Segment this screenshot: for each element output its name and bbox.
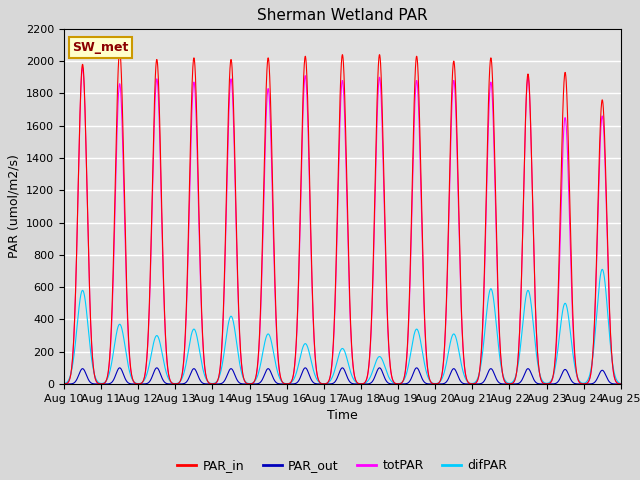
Line: PAR_out: PAR_out bbox=[64, 368, 621, 384]
totPAR bbox=[274, 351, 282, 357]
difPAR bbox=[124, 359, 131, 365]
PAR_out bbox=[606, 380, 614, 385]
PAR_out bbox=[157, 372, 164, 378]
totPAR bbox=[606, 323, 614, 329]
difPAR bbox=[298, 348, 305, 354]
totPAR bbox=[124, 321, 132, 327]
difPAR bbox=[606, 340, 614, 346]
PAR_out bbox=[274, 381, 282, 386]
difPAR bbox=[357, 381, 365, 386]
difPAR bbox=[60, 381, 68, 386]
difPAR bbox=[546, 379, 554, 385]
PAR_in bbox=[606, 320, 614, 325]
PAR_in bbox=[157, 161, 164, 167]
difPAR bbox=[598, 266, 606, 272]
PAR_in bbox=[274, 348, 282, 354]
PAR_out bbox=[617, 381, 625, 387]
difPAR bbox=[274, 369, 282, 375]
totPAR bbox=[546, 380, 554, 386]
totPAR bbox=[617, 381, 625, 387]
PAR_out bbox=[60, 381, 68, 387]
totPAR bbox=[157, 174, 164, 180]
Title: Sherman Wetland PAR: Sherman Wetland PAR bbox=[257, 9, 428, 24]
Legend: PAR_in, PAR_out, totPAR, difPAR: PAR_in, PAR_out, totPAR, difPAR bbox=[172, 454, 513, 477]
Line: difPAR: difPAR bbox=[64, 269, 621, 384]
Y-axis label: PAR (umol/m2/s): PAR (umol/m2/s) bbox=[8, 155, 20, 258]
difPAR bbox=[617, 381, 625, 386]
PAR_out bbox=[546, 381, 554, 387]
Line: PAR_in: PAR_in bbox=[64, 51, 621, 384]
Line: totPAR: totPAR bbox=[64, 68, 621, 384]
PAR_in bbox=[124, 315, 132, 321]
PAR_in bbox=[60, 381, 68, 387]
PAR_in bbox=[546, 380, 554, 386]
PAR_in bbox=[298, 138, 306, 144]
PAR_out bbox=[298, 371, 306, 376]
difPAR bbox=[157, 343, 164, 348]
PAR_out bbox=[116, 365, 124, 371]
X-axis label: Time: Time bbox=[327, 409, 358, 422]
Text: SW_met: SW_met bbox=[72, 41, 129, 54]
totPAR bbox=[298, 153, 306, 158]
totPAR bbox=[60, 381, 68, 387]
PAR_out bbox=[124, 380, 132, 385]
PAR_in bbox=[617, 381, 625, 387]
PAR_in bbox=[116, 48, 124, 54]
totPAR bbox=[79, 65, 86, 71]
